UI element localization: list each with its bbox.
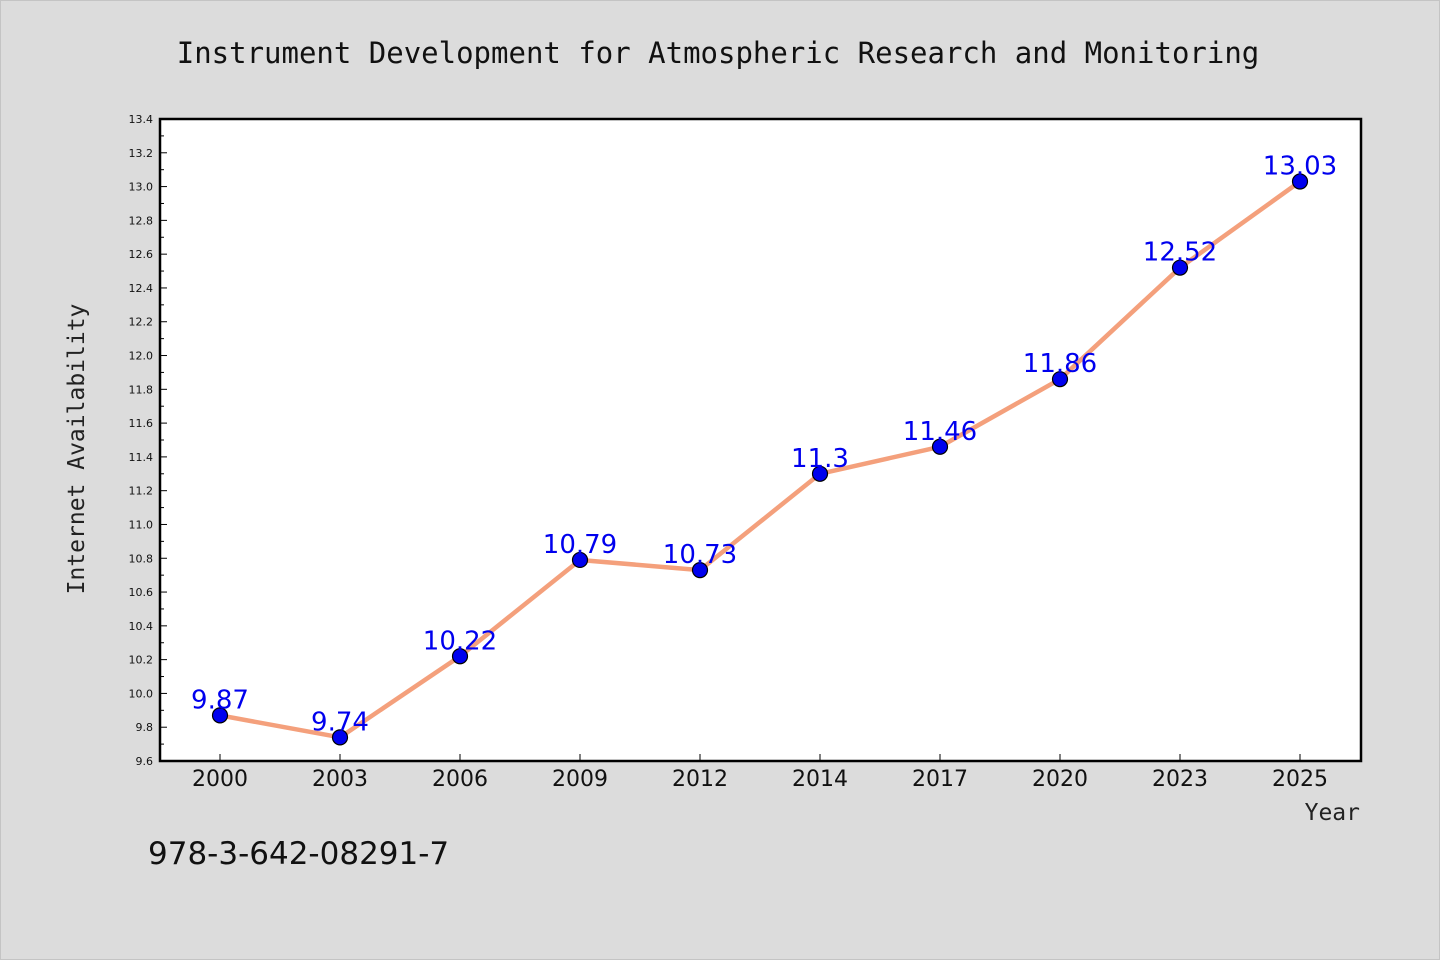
data-label: 10.22 xyxy=(423,626,497,656)
y-tick-label: 12.2 xyxy=(129,316,154,329)
y-tick-label: 11.6 xyxy=(129,417,154,430)
y-tick-label: 10.4 xyxy=(129,620,154,633)
x-tick-label: 2014 xyxy=(792,767,848,792)
y-axis-label: Internet Availability xyxy=(64,304,90,595)
y-tick-label: 11.2 xyxy=(129,485,154,498)
x-tick-label: 2003 xyxy=(312,767,368,792)
x-tick-label: 2025 xyxy=(1272,767,1328,792)
data-label: 10.73 xyxy=(663,540,737,570)
x-tick-label: 2009 xyxy=(552,767,608,792)
data-point xyxy=(1051,371,1069,388)
y-tick-label: 12.4 xyxy=(129,282,154,295)
data-point xyxy=(211,707,229,724)
data-point xyxy=(811,465,829,482)
data-label: 9.87 xyxy=(191,685,249,715)
data-label: 13.03 xyxy=(1263,152,1337,182)
x-tick-label: 2000 xyxy=(192,767,248,792)
y-tick-label: 11.0 xyxy=(129,518,154,531)
data-point xyxy=(451,648,469,665)
data-label: 10.79 xyxy=(543,530,617,560)
x-tick-label: 2006 xyxy=(432,767,488,792)
data-label: 9.74 xyxy=(311,707,369,737)
series-line xyxy=(219,179,1302,740)
y-tick-label: 12.8 xyxy=(129,214,154,227)
y-tick-label: 11.8 xyxy=(129,383,154,396)
y-tick-label: 13.4 xyxy=(129,113,154,126)
data-point xyxy=(931,438,949,455)
x-tick-label: 2023 xyxy=(1152,767,1208,792)
x-tick-label: 2012 xyxy=(672,767,728,792)
data-point xyxy=(571,551,589,569)
y-tick-label: 12.0 xyxy=(129,350,154,363)
plot-area xyxy=(158,117,1363,763)
y-tick-label: 10.8 xyxy=(129,552,154,565)
y-tick-label: 10.6 xyxy=(129,586,154,599)
y-tick-label: 9.8 xyxy=(136,721,154,734)
x-axis-ticks: 2000 2003 2006 2009 2012 2014 2017 2020 2023 2025 xyxy=(192,754,1328,792)
data-label: 11.3 xyxy=(791,444,849,474)
data-points xyxy=(211,173,1309,746)
data-label: 11.86 xyxy=(1023,349,1097,379)
y-tick-label: 12.6 xyxy=(129,248,154,261)
y-tick-label: 9.6 xyxy=(136,755,154,768)
data-point xyxy=(691,561,709,579)
y-tick-label: 10.0 xyxy=(129,687,154,700)
data-point xyxy=(1291,173,1309,190)
y-tick-label: 10.2 xyxy=(129,654,154,667)
data-labels: 9.87 9.74 10.22 10.79 10.73 11.3 11.46 11.86 12.… xyxy=(191,152,1337,738)
y-tick-label: 11.4 xyxy=(129,451,154,464)
x-tick-label: 2017 xyxy=(912,767,968,792)
y-axis-ticks: 9.6 9.8 10.0 10.2 10.4 10.6 10.8 11.0 11.2 11.4 11… xyxy=(129,113,167,768)
data-label: 12.52 xyxy=(1143,238,1217,268)
chart-title: Instrument Development for Atmospheric R… xyxy=(177,36,1260,70)
x-axis-label: Year xyxy=(1305,800,1360,826)
x-tick-label: 2020 xyxy=(1032,767,1088,792)
footer-code: 978-3-642-08291-7 xyxy=(148,836,449,872)
data-point xyxy=(331,729,349,746)
data-label: 11.46 xyxy=(903,417,977,447)
y-tick-label: 13.2 xyxy=(129,147,154,160)
y-tick-label: 13.0 xyxy=(129,181,154,194)
data-point xyxy=(1171,259,1189,276)
